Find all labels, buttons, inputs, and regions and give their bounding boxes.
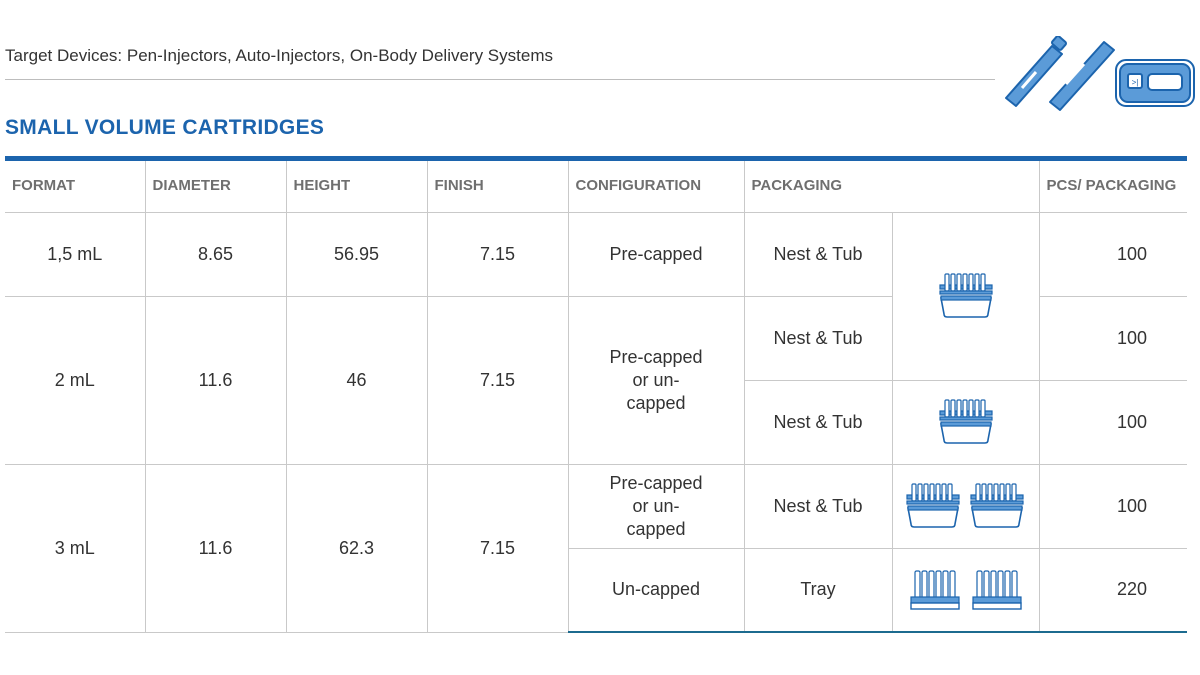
- pcs-cell: 100: [1038, 379, 1187, 465]
- table-row: 3 mL 11.6 62.3 7.15 Pre-capped or un-cap…: [5, 463, 1187, 633]
- height-cell: 62.3: [285, 463, 428, 633]
- pcs-cell: 100: [1038, 211, 1187, 297]
- format-cell: 2 mL: [5, 295, 146, 465]
- nest-tub-pair-icon: [905, 483, 1024, 528]
- col-header-finish: FINISH: [426, 161, 569, 213]
- diameter-cell: 11.6: [144, 463, 287, 633]
- packaging-icon-cell: [891, 379, 1040, 465]
- pen-injector-icon: [1005, 36, 1067, 107]
- auto-injector-icon: [1049, 41, 1115, 111]
- tray-pair-icon: [909, 570, 1022, 610]
- finish-cell: 7.15: [426, 463, 569, 633]
- packaging-icon-cell: [891, 547, 1040, 633]
- finish-cell: 7.15: [426, 211, 569, 297]
- col-header-configuration: CONFIGURATION: [567, 161, 745, 213]
- col-header-height: HEIGHT: [285, 161, 428, 213]
- configuration-cell: Pre-capped or un-capped: [567, 295, 745, 465]
- col-header-format: FORMAT: [5, 161, 146, 213]
- on-body-delivery-icon: >|: [1115, 59, 1195, 107]
- table-row: Nest & Tub 100: [5, 379, 1187, 465]
- finish-cell: 7.15: [426, 295, 569, 465]
- table-row: Un-capped Tray 220: [5, 547, 1187, 633]
- section-title: SMALL VOLUME CARTRIDGES: [5, 116, 325, 139]
- nest-tub-icon: [938, 399, 993, 444]
- small-volume-cartridges-table: FORMAT DIAMETER HEIGHT FINISH CONFIGURAT…: [5, 161, 1187, 633]
- packaging-cell: Nest & Tub: [743, 211, 893, 297]
- pcs-cell: 220: [1038, 547, 1187, 633]
- title-divider: [5, 156, 1187, 161]
- packaging-icon-cell: [891, 463, 1040, 549]
- table-header-row: FORMAT DIAMETER HEIGHT FINISH CONFIGURAT…: [5, 161, 1187, 213]
- height-cell: 56.95: [285, 211, 428, 297]
- packaging-cell: Nest & Tub: [743, 295, 893, 381]
- device-illustrations: >|: [1005, 36, 1195, 111]
- subtitle-divider: [5, 79, 995, 80]
- configuration-cell: Pre-capped or un-capped: [567, 463, 745, 549]
- target-devices-text: Target Devices: Pen-Injectors, Auto-Inje…: [5, 46, 553, 65]
- format-cell: 1,5 mL: [5, 211, 146, 297]
- table-row: 2 mL 11.6 46 7.15 Pre-capped or un-cappe…: [5, 295, 1187, 465]
- pcs-cell: 100: [1038, 463, 1187, 549]
- pcs-cell: 100: [1038, 295, 1187, 381]
- configuration-cell: Pre-capped: [567, 211, 745, 297]
- packaging-cell: Nest & Tub: [744, 379, 893, 465]
- packaging-icon-cell: [891, 211, 1040, 381]
- table-row: 1,5 mL 8.65 56.95 7.15 Pre-capped Nest &…: [5, 211, 1187, 381]
- col-header-diameter: DIAMETER: [144, 161, 287, 213]
- diameter-cell: 11.6: [144, 295, 287, 465]
- packaging-cell: Tray: [743, 547, 893, 633]
- configuration-cell: Un-capped: [568, 547, 745, 633]
- diameter-cell: 8.65: [144, 211, 287, 297]
- col-header-packaging: PACKAGING: [743, 161, 1040, 213]
- svg-text:>|: >|: [1132, 78, 1139, 87]
- height-cell: 46: [285, 295, 428, 465]
- format-cell: 3 mL: [5, 463, 146, 633]
- nest-tub-icon: [938, 273, 993, 318]
- packaging-cell: Nest & Tub: [743, 463, 893, 549]
- col-header-pcs-packaging: PCS/ PACKAGING: [1038, 161, 1187, 213]
